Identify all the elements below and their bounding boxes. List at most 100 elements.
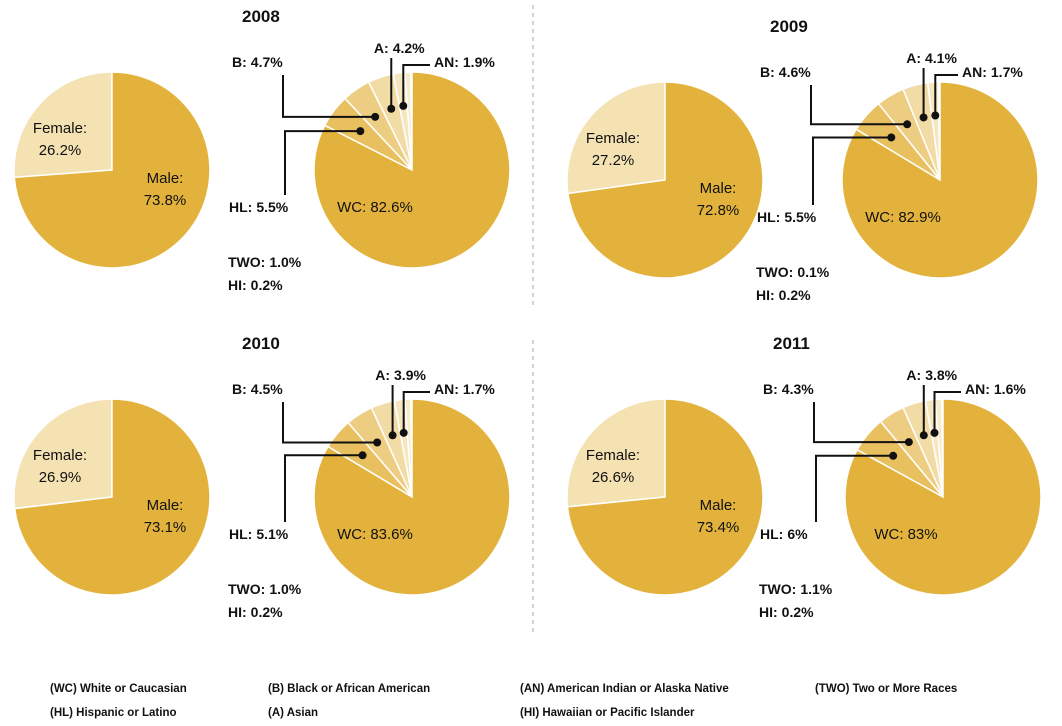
slice-label: B: 4.7% [232,54,283,70]
slice-label: Male: 73.4% [697,497,740,536]
pie-slice [13,398,113,510]
leader-dot [387,104,396,113]
pie-slice [566,398,764,596]
slice-category: AN: [434,381,459,397]
slice-category: Female: [586,447,640,464]
leader-dot [919,431,928,440]
slice-category: HL: [757,209,780,225]
slice-category: B: [232,54,247,70]
slice-category: Female: [33,120,87,137]
panel-title: 2009 [770,17,808,36]
slice-category: WC: [337,526,366,543]
slice-category: HI: [759,604,778,620]
pie-slice [566,81,666,195]
slice-value: 72.8% [697,202,740,219]
leader-dot [399,101,408,110]
slice-label: HL: 5.1% [229,526,289,542]
slice-category: HI: [228,604,247,620]
slice-label: HL: 5.5% [757,209,817,225]
slice-label: A: 3.8% [906,367,957,383]
slice-label: WC: 83% [874,526,937,543]
leader-dot [931,111,940,120]
slice-category: A: [906,367,921,383]
slice-category: Male: [147,497,184,514]
slice-label: HI: 0.2% [228,277,283,293]
slice-value: 4.7% [251,54,283,70]
slice-value: 6% [787,526,808,542]
slice-value: 73.4% [697,519,740,536]
slice-value: 3.9% [394,367,426,383]
leader-dot [358,451,367,460]
slice-value: 5.5% [784,209,816,225]
legend-item: (HL) Hispanic or Latino [50,707,177,719]
slice-value: 1.7% [991,64,1023,80]
leader-dot [371,112,380,121]
leader-dot [887,133,896,142]
slice-value: 83% [908,526,938,543]
slice-category: HI: [228,277,247,293]
slice-value: 1.7% [463,381,495,397]
slice-value: 1.6% [994,381,1026,397]
slice-label: Male: 73.8% [144,170,187,209]
slice-label: WC: 82.6% [337,199,413,216]
slice-value: 73.8% [144,192,187,209]
slice-label: AN: 1.6% [965,381,1026,397]
slice-category: B: [760,64,775,80]
slice-value: 1.0% [269,254,301,270]
slice-label: HL: 5.5% [229,199,289,215]
slice-value: 3.8% [925,367,957,383]
slice-category: WC: [874,526,903,543]
leader-line [284,130,361,195]
leader-dot [904,438,913,447]
slice-label: Female: 26.9% [33,447,87,486]
leader-line [282,402,378,444]
slice-value: 4.6% [779,64,811,80]
slice-label: TWO: 0.1% [756,264,830,280]
legend-item: (TWO) Two or More Races [815,683,957,695]
leader-line [282,75,376,118]
slice-category: WC: [337,199,366,216]
slice-category: Male: [700,180,737,197]
pie-slice [313,398,511,596]
slice-value: 4.1% [925,50,957,66]
slice-category: A: [906,50,921,66]
leader-dot [903,120,912,129]
leader-dot [930,428,939,437]
slice-label: AN: 1.9% [434,54,495,70]
slice-label: TWO: 1.0% [228,254,302,270]
leader-line [402,391,430,433]
slice-value: 82.6% [370,199,413,216]
slice-category: Female: [33,447,87,464]
slice-category: B: [763,381,778,397]
slice-label: B: 4.6% [760,64,811,80]
slice-category: WC: [865,209,894,226]
legend-item: (B) Black or African American [268,683,430,695]
slice-label: AN: 1.7% [434,381,495,397]
leader-dot [919,113,928,122]
leader-line [813,402,909,444]
pie-slice [844,398,1042,596]
slice-label: HL: 6% [760,526,808,542]
leader-line [810,85,908,126]
slice-value: 26.9% [39,469,82,486]
slice-value: 26.2% [39,142,82,159]
slice-label: A: 3.9% [375,367,426,383]
slice-label: A: 4.2% [374,40,425,56]
slice-category: TWO: [756,264,793,280]
slice-label: B: 4.3% [763,381,814,397]
slice-label: WC: 83.6% [337,526,413,543]
panel-title: 2010 [242,334,280,353]
slice-category: HL: [229,526,252,542]
slice-label: AN: 1.7% [962,64,1023,80]
leader-line [812,136,892,205]
slice-label: HI: 0.2% [756,287,811,303]
slice-category: A: [374,40,389,56]
slice-value: 0.2% [251,277,283,293]
slice-category: HL: [229,199,252,215]
slice-value: 1.0% [269,581,301,597]
leader-dot [399,428,408,437]
slice-label: WC: 82.9% [865,209,941,226]
slice-category: HI: [756,287,775,303]
